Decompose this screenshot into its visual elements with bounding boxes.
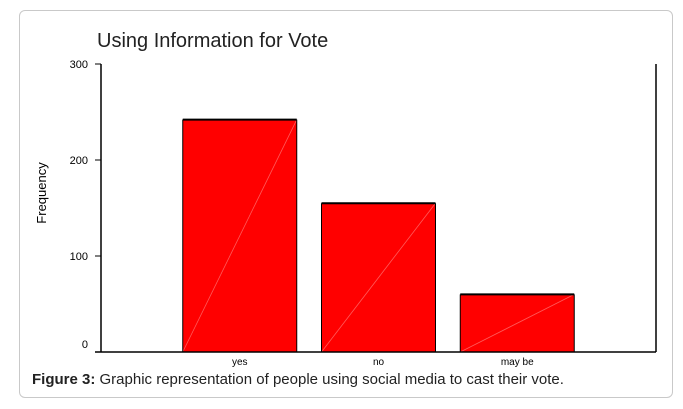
- caption-label: Figure 3:: [32, 371, 96, 388]
- figure-caption: Figure 3: Graphic representation of peop…: [32, 371, 672, 388]
- x-tick-label: yes: [232, 357, 248, 368]
- y-axis-label: Frequency: [34, 162, 49, 224]
- y-tick-label: 200: [70, 155, 88, 167]
- y-tick-label: 0: [82, 339, 88, 351]
- y-tick-label: 100: [70, 251, 88, 263]
- y-tick-label: 300: [70, 59, 88, 71]
- caption-text: Graphic representation of people using s…: [99, 371, 564, 388]
- chart-title: Using Information for Vote: [97, 30, 328, 52]
- bar-chart: Using Information for Vote Frequency yes…: [34, 30, 657, 368]
- x-tick-label: no: [373, 357, 385, 368]
- plot-area: yes no may be 0 100 200 300: [70, 59, 657, 368]
- bar-shading-line: [460, 294, 575, 353]
- x-tick-label: may be: [501, 357, 534, 368]
- bar-shading-line: [321, 202, 436, 353]
- bar-shading-line: [182, 119, 298, 353]
